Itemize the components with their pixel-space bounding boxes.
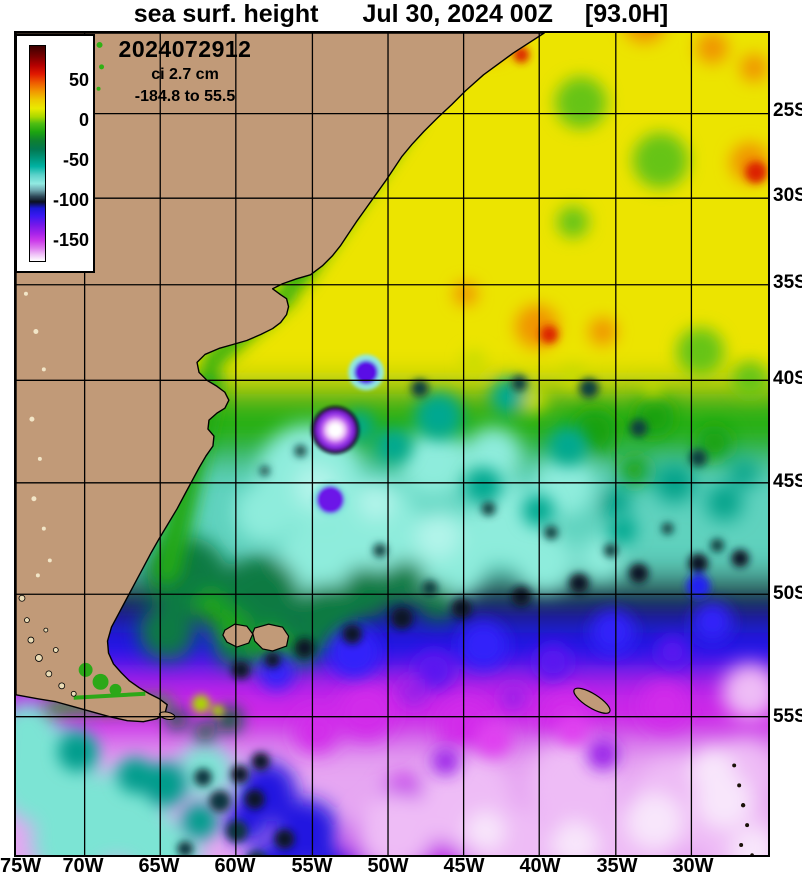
value-range: -184.8 to 55.5 bbox=[134, 88, 236, 105]
andes-lake-specks bbox=[23, 291, 52, 578]
lon-label-75w: 75W bbox=[0, 855, 42, 876]
colorbar-tick-50: 50 bbox=[68, 70, 89, 90]
staten-island bbox=[158, 711, 176, 720]
lon-label-65w: 65W bbox=[138, 855, 180, 876]
page-title: sea surf. height Jul 30, 2024 00Z [93.0H… bbox=[0, 0, 802, 30]
contour-interval: ci 2.7 cm bbox=[151, 66, 219, 83]
run-annotation: 2024072912 ci 2.7 cm -184.8 to 55.5 bbox=[100, 37, 270, 107]
map-frame bbox=[14, 31, 770, 857]
chilean-islets bbox=[18, 594, 77, 697]
lon-label-55w: 55W bbox=[291, 855, 333, 876]
colorbar-tick-n150: -150 bbox=[52, 230, 89, 250]
title-forecast-hour: [93.0H] bbox=[584, 0, 669, 28]
lat-label-50s: 50S bbox=[773, 583, 802, 604]
colorbar-tick-n50: -50 bbox=[62, 150, 89, 170]
colorbar: 50 0 -50 -100 -150 bbox=[15, 34, 95, 273]
intense-eddies bbox=[311, 354, 385, 519]
colorbar-gradient bbox=[29, 45, 46, 262]
coastal-green-specks bbox=[96, 41, 105, 91]
lon-label-70w: 70W bbox=[62, 855, 104, 876]
lat-label-45s: 45S bbox=[773, 471, 802, 492]
lat-label-55s: 55S bbox=[773, 706, 802, 727]
south-georgia-island bbox=[573, 687, 611, 714]
title-datetime: Jul 30, 2024 00Z bbox=[362, 0, 553, 28]
lat-label-35s: 35S bbox=[773, 272, 802, 293]
title-product: sea surf. height bbox=[133, 0, 319, 28]
south-sandwich-islets bbox=[732, 763, 754, 855]
lon-label-35w: 35W bbox=[596, 855, 638, 876]
falkland-west-island bbox=[222, 623, 254, 648]
lat-label-30s: 30S bbox=[773, 185, 802, 206]
colorbar-tick-0: 0 bbox=[78, 110, 89, 130]
lon-label-50w: 50W bbox=[367, 855, 409, 876]
lon-label-45w: 45W bbox=[443, 855, 485, 876]
falkland-east-island bbox=[252, 623, 290, 652]
graticule bbox=[16, 33, 768, 855]
colorbar-tick-n100: -100 bbox=[52, 190, 89, 210]
land-layer bbox=[16, 33, 754, 855]
lon-label-60w: 60W bbox=[214, 855, 256, 876]
lon-label-30w: 30W bbox=[672, 855, 714, 876]
ssh-field-map bbox=[16, 33, 768, 855]
run-id: 2024072912 bbox=[118, 36, 252, 62]
lon-label-40w: 40W bbox=[519, 855, 561, 876]
south-america-landmass bbox=[16, 33, 545, 723]
lat-label-40s: 40S bbox=[773, 368, 802, 389]
lat-label-25s: 25S bbox=[773, 100, 802, 121]
